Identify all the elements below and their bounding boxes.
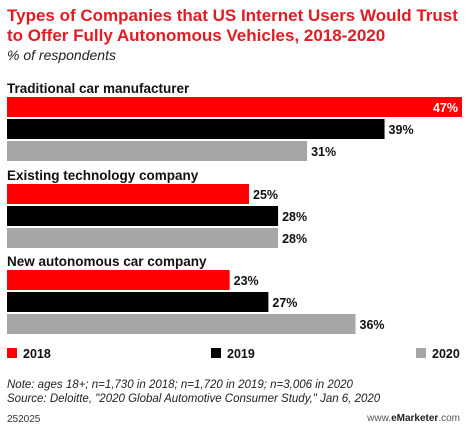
data-label-existing-technology-company-2019: 28% xyxy=(282,210,307,224)
bar-new-autonomous-car-company-2020 xyxy=(7,314,356,334)
source-line: Source: Deloitte, "2020 Global Automotiv… xyxy=(7,393,381,405)
bar-existing-technology-company-2020 xyxy=(7,228,279,248)
legend-label-2018: 2018 xyxy=(23,347,51,361)
data-label-existing-technology-company-2018: 25% xyxy=(253,188,278,202)
data-label-new-autonomous-car-company-2018: 23% xyxy=(234,274,259,288)
legend-swatch-2020 xyxy=(416,348,426,358)
category-label-traditional-car-manufacturer: Traditional car manufacturer xyxy=(7,81,190,96)
legend-swatch-2019 xyxy=(211,348,221,358)
bar-traditional-car-manufacturer-2018 xyxy=(7,97,462,117)
category-label-new-autonomous-car-company: New autonomous car company xyxy=(7,254,207,269)
bar-traditional-car-manufacturer-2020 xyxy=(7,141,308,161)
logo-suffix: .com xyxy=(438,413,460,424)
data-label-existing-technology-company-2020: 28% xyxy=(282,232,307,246)
chart-id: 252025 xyxy=(7,414,41,425)
emarketer-logo[interactable]: www.eMarketer.com xyxy=(367,413,460,424)
bar-new-autonomous-car-company-2019 xyxy=(7,292,269,312)
data-label-new-autonomous-car-company-2019: 27% xyxy=(272,296,297,310)
data-label-traditional-car-manufacturer-2019: 39% xyxy=(389,123,414,137)
logo-prefix: www. xyxy=(367,413,392,424)
legend-swatch-2018 xyxy=(7,348,17,358)
chart-title: Types of Companies that US Internet User… xyxy=(7,6,458,45)
bar-chart: Traditional car manufacturer 47% 39% 31% Exi… xyxy=(7,81,462,361)
data-label-traditional-car-manufacturer-2020: 31% xyxy=(311,145,336,159)
bar-traditional-car-manufacturer-2019 xyxy=(7,119,385,139)
chart-note: Note: ages 18+; n=1,730 in 2018; n=1,720… xyxy=(7,378,380,406)
legend-label-2020: 2020 xyxy=(432,347,460,361)
data-label-traditional-car-manufacturer-2018: 47% xyxy=(433,101,458,115)
chart-subtitle: % of respondents xyxy=(7,47,116,63)
bar-existing-technology-company-2019 xyxy=(7,206,279,226)
category-label-existing-technology-company: Existing technology company xyxy=(7,168,199,183)
bar-new-autonomous-car-company-2018 xyxy=(7,270,230,290)
data-label-new-autonomous-car-company-2020: 36% xyxy=(360,318,385,332)
bar-existing-technology-company-2018 xyxy=(7,184,250,204)
note-line: Note: ages 18+; n=1,730 in 2018; n=1,720… xyxy=(7,379,353,391)
logo-name: eMarketer xyxy=(391,413,439,424)
legend-label-2019: 2019 xyxy=(227,347,255,361)
